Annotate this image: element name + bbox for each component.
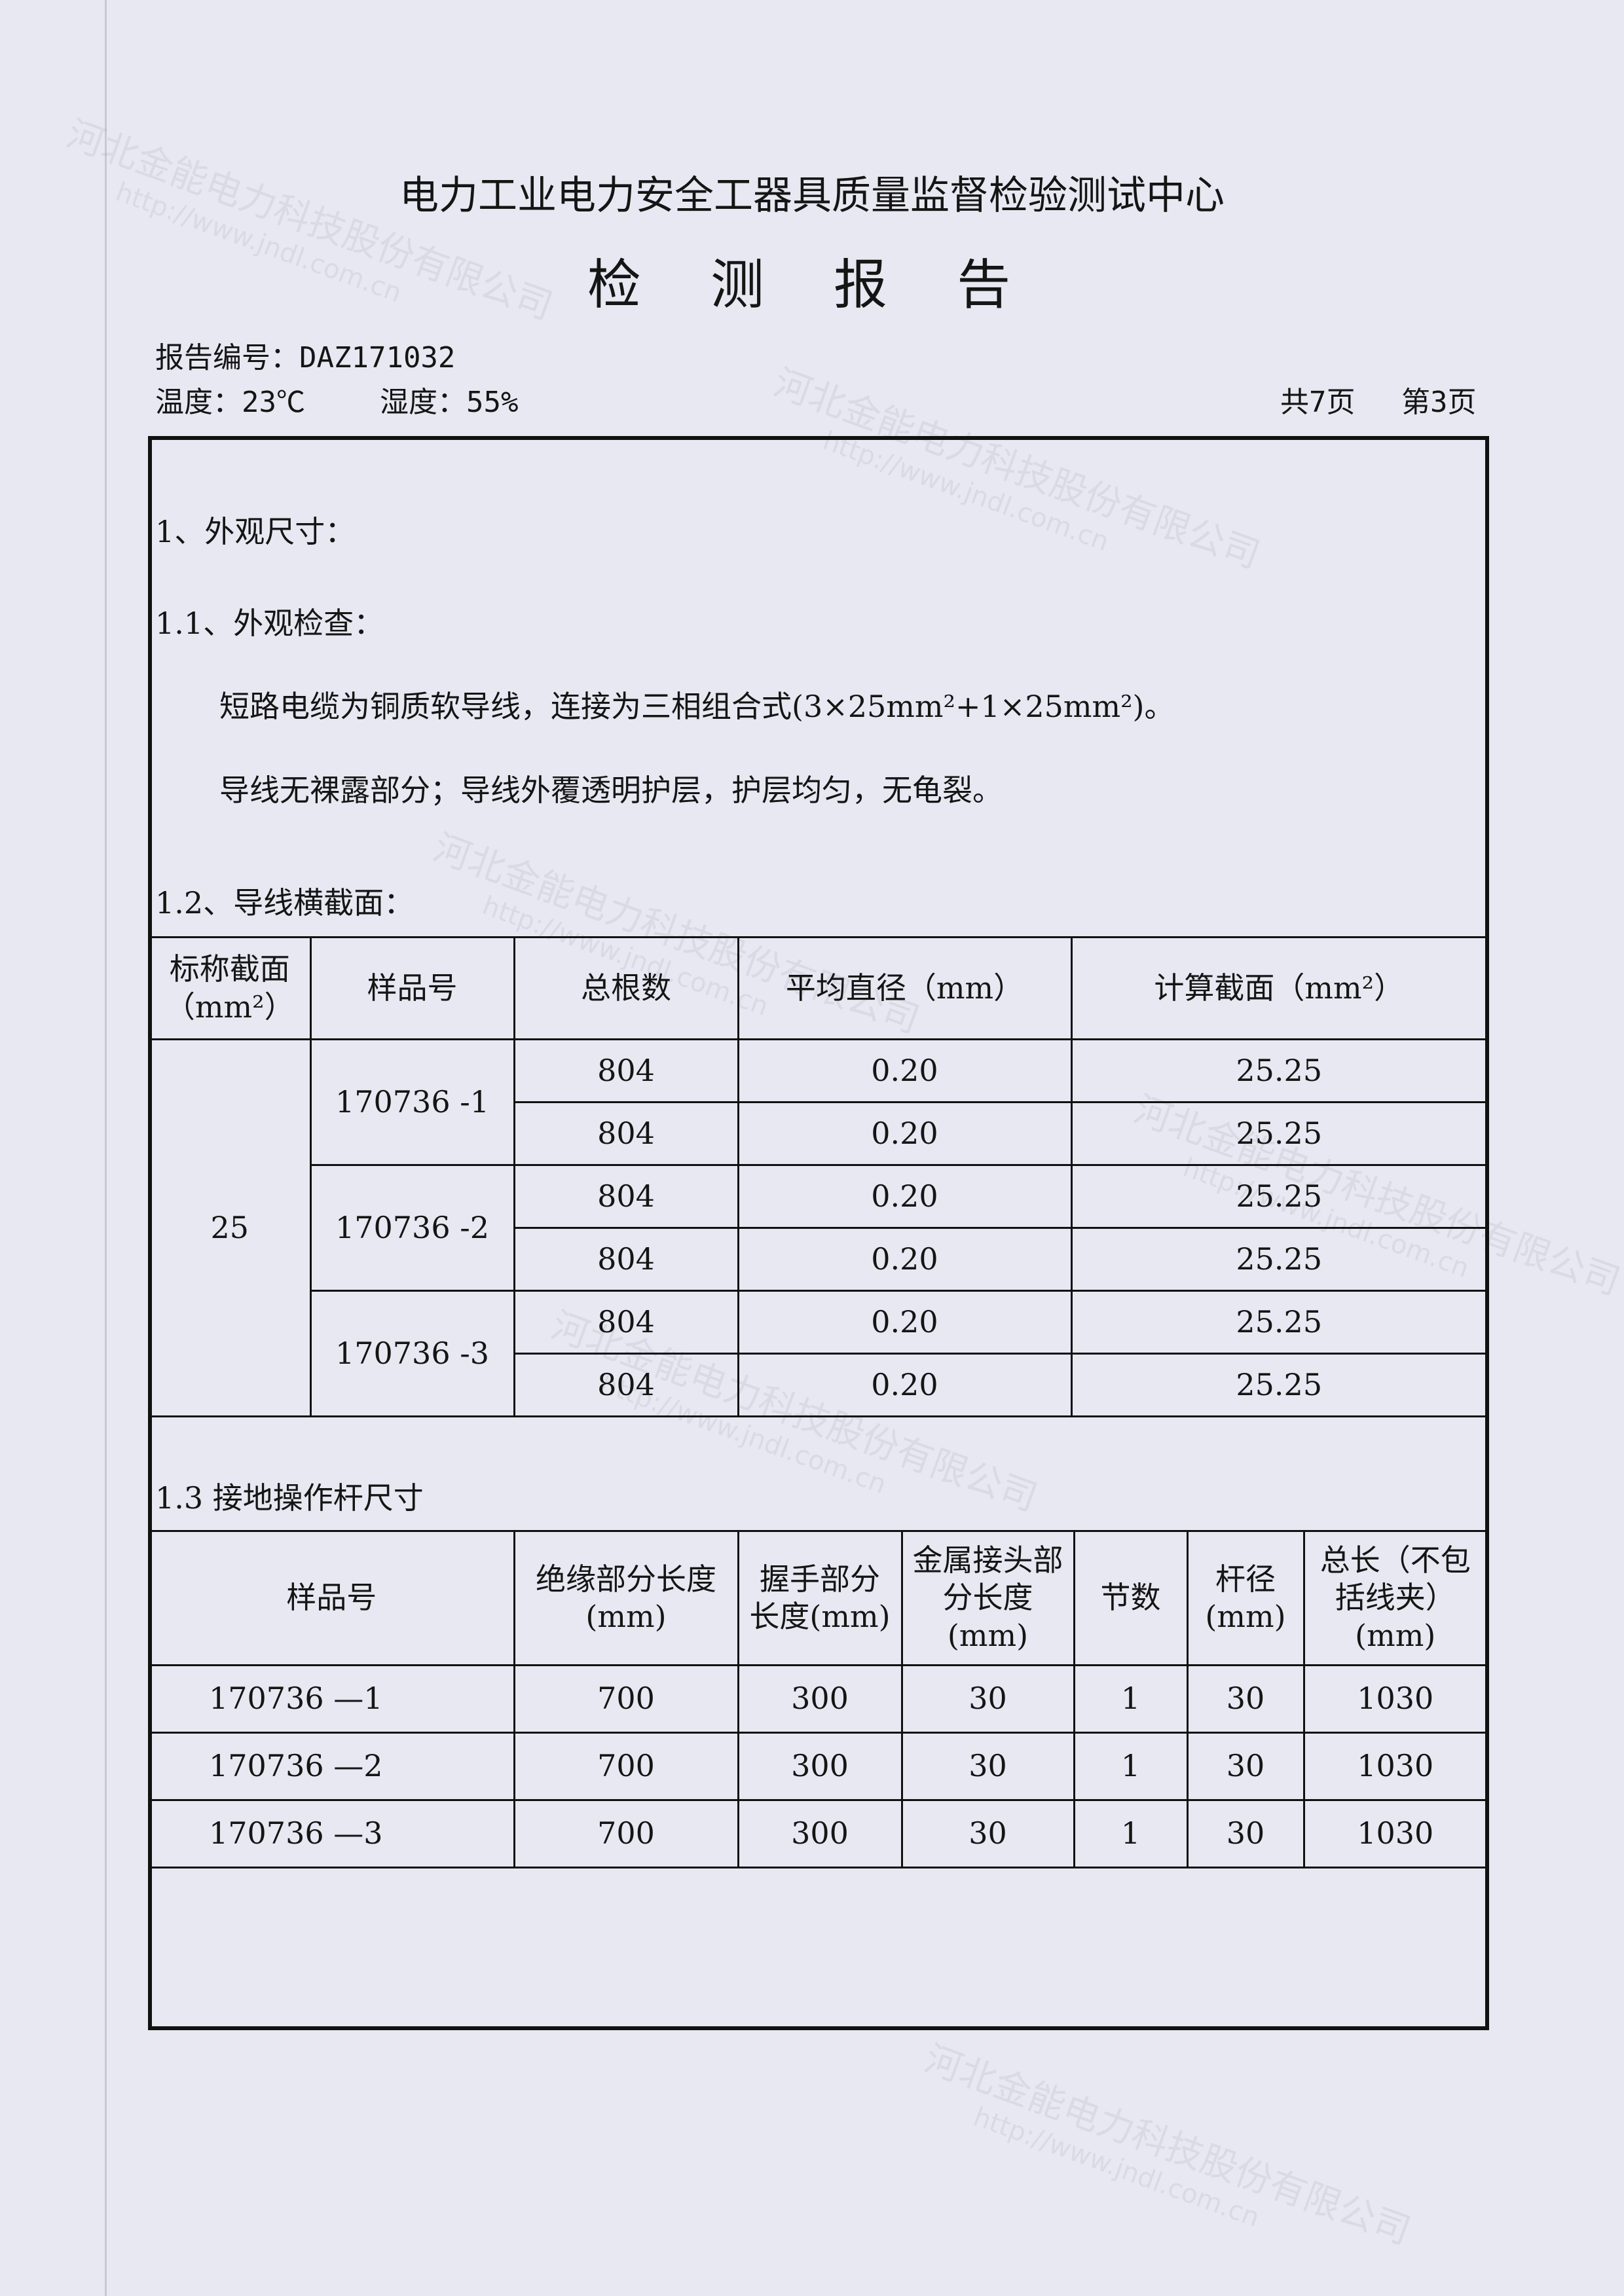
count-cell: 804 xyxy=(513,1101,739,1166)
area-cell: 25.25 xyxy=(1070,1227,1486,1292)
sections-cell: 1 xyxy=(1073,1799,1189,1868)
count-cell: 804 xyxy=(513,1164,739,1229)
count-cell: 804 xyxy=(513,1290,739,1355)
section-1-3-title: 1.3 接地操作杆尺寸 xyxy=(155,1480,424,1516)
table-row: 170736 —2 700 300 30 1 30 1030 xyxy=(150,1732,1486,1801)
total-length-cell: 1030 xyxy=(1302,1732,1486,1801)
metal-joint-length-cell: 30 xyxy=(900,1799,1075,1868)
header-sample: 样品号 xyxy=(309,936,515,1040)
table-header-row: 样品号 绝缘部分长度(mm) 握手部分长度(mm) 金属接头部分长度(mm) 节数 杆径(… xyxy=(150,1530,1486,1666)
diameter-cell: 0.20 xyxy=(737,1038,1073,1103)
rod-diameter-cell: 30 xyxy=(1186,1664,1305,1734)
sample-cell: 170736 —2 xyxy=(150,1732,515,1801)
total-length-cell: 1030 xyxy=(1302,1799,1486,1868)
rod-dimension-table: 样品号 绝缘部分长度(mm) 握手部分长度(mm) 金属接头部分长度(mm) 节数 杆径(… xyxy=(150,1530,1486,1868)
table-row: 170736 -2 804 0.20 25.25 xyxy=(150,1164,1486,1292)
table-header-row: 标称截面（mm²） 样品号 总根数 平均直径（mm） 计算截面（mm²） xyxy=(150,936,1486,1040)
total-pages: 共7页 xyxy=(1280,386,1356,419)
table-row: 170736 —1 700 300 30 1 30 1030 xyxy=(150,1664,1486,1734)
area-cell: 25.25 xyxy=(1070,1353,1486,1417)
area-cell: 25.25 xyxy=(1070,1164,1486,1229)
humidity: 湿度：55% xyxy=(380,386,519,419)
header-area: 计算截面（mm²） xyxy=(1070,936,1486,1040)
doc-title: 检 测 报 告 xyxy=(587,254,1037,316)
cross-section-table: 标称截面（mm²） 样品号 总根数 平均直径（mm） 计算截面（mm²） 25 1… xyxy=(150,936,1486,1417)
count-cell: 804 xyxy=(513,1353,739,1417)
header-diameter: 平均直径（mm） xyxy=(737,936,1073,1040)
diameter-cell: 0.20 xyxy=(737,1164,1073,1229)
watermark: 河北金能电力科技股份有限公司 http://www.jndl.com.cn xyxy=(908,2030,1419,2283)
handle-length-cell: 300 xyxy=(737,1732,903,1801)
count-cell: 804 xyxy=(513,1227,739,1292)
watermark: 河北金能电力科技股份有限公司 http://www.jndl.com.cn xyxy=(50,105,561,358)
total-length-cell: 1030 xyxy=(1302,1664,1486,1734)
area-cell: 25.25 xyxy=(1070,1290,1486,1355)
sample-cell: 170736 —1 xyxy=(150,1664,515,1734)
section-1-2-title: 1.2、导线横截面： xyxy=(155,885,415,920)
table-row: 804 0.20 25.25 xyxy=(150,1101,1486,1166)
org-title: 电力工业电力安全工器具质量监督检验测试中心 xyxy=(399,173,1225,219)
table-row: 25 170736 -1 804 0.20 25.25 xyxy=(150,1038,1486,1417)
temperature: 温度：23℃ xyxy=(155,386,305,419)
sample-id-cell: 170736 -2 xyxy=(309,1164,515,1292)
area-cell: 25.25 xyxy=(1070,1101,1486,1166)
sample-id-cell: 170736 -1 xyxy=(309,1038,515,1166)
insulation-length-cell: 700 xyxy=(513,1664,739,1734)
metal-joint-length-cell: 30 xyxy=(900,1732,1075,1801)
header-rod-diameter: 杆径(mm) xyxy=(1186,1530,1305,1666)
diameter-cell: 0.20 xyxy=(737,1101,1073,1166)
header-handle-length: 握手部分长度(mm) xyxy=(737,1530,903,1666)
rod-diameter-cell: 30 xyxy=(1186,1732,1305,1801)
table-row: 804 0.20 25.25 xyxy=(150,1353,1486,1417)
header-total-length: 总长（不包括线夹）(mm) xyxy=(1302,1530,1486,1666)
section-1-1-title: 1.1、外观检查： xyxy=(155,606,384,641)
header-nominal: 标称截面（mm²） xyxy=(150,936,312,1040)
table-row: 170736 -3 804 0.20 25.25 xyxy=(150,1290,1486,1417)
report-number: 报告编号：DAZ171032 xyxy=(155,341,456,374)
diameter-cell: 0.20 xyxy=(737,1353,1073,1417)
sample-id-cell: 170736 -3 xyxy=(309,1290,515,1417)
nominal-cell: 25 xyxy=(150,1038,312,1417)
inspection-line-2: 导线无裸露部分；导线外覆透明护层，护层均匀，无龟裂。 xyxy=(219,773,1003,808)
current-page: 第3页 xyxy=(1401,386,1477,419)
metal-joint-length-cell: 30 xyxy=(900,1664,1075,1734)
sections-cell: 1 xyxy=(1073,1732,1189,1801)
insulation-length-cell: 700 xyxy=(513,1799,739,1868)
header-sections: 节数 xyxy=(1073,1530,1189,1666)
handle-length-cell: 300 xyxy=(737,1664,903,1734)
count-cell: 804 xyxy=(513,1038,739,1103)
header-count: 总根数 xyxy=(513,936,739,1040)
handle-length-cell: 300 xyxy=(737,1799,903,1868)
table-row: 804 0.20 25.25 xyxy=(150,1227,1486,1292)
inspection-line-1: 短路电缆为铜质软导线，连接为三相组合式(3×25mm²+1×25mm²)。 xyxy=(219,689,1175,724)
table-row: 170736 —3 700 300 30 1 30 1030 xyxy=(150,1799,1486,1868)
watermark-company: 河北金能电力科技股份有限公司 xyxy=(919,2037,1416,2253)
header-metal-joint-length: 金属接头部分长度(mm) xyxy=(900,1530,1075,1666)
header-sample: 样品号 xyxy=(150,1530,515,1666)
rod-diameter-cell: 30 xyxy=(1186,1799,1305,1868)
area-cell: 25.25 xyxy=(1070,1038,1486,1103)
insulation-length-cell: 700 xyxy=(513,1732,739,1801)
sample-cell: 170736 —3 xyxy=(150,1799,515,1868)
section-1-title: 1、外观尺寸： xyxy=(155,514,356,549)
header-insulation-length: 绝缘部分长度(mm) xyxy=(513,1530,739,1666)
sections-cell: 1 xyxy=(1073,1664,1189,1734)
diameter-cell: 0.20 xyxy=(737,1290,1073,1355)
page-binding-edge xyxy=(105,0,107,2296)
diameter-cell: 0.20 xyxy=(737,1227,1073,1292)
